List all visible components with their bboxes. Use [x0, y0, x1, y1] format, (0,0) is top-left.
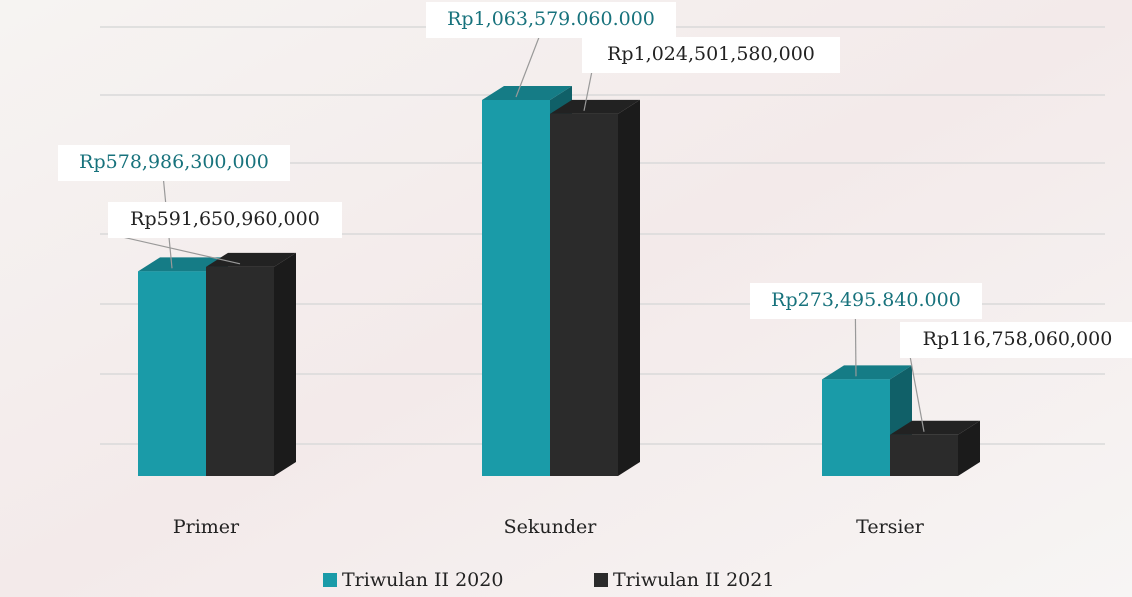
bar-side [618, 99, 640, 476]
data-label: Rp1,024,501,580,000 [607, 43, 815, 65]
data-label-box [58, 145, 290, 181]
legend-swatch [323, 573, 337, 587]
bar-front [482, 100, 550, 476]
data-label-box [582, 37, 840, 73]
bar-front [550, 113, 618, 476]
data-label: Rp273,495.840.000 [771, 289, 961, 311]
bar-top [890, 420, 980, 435]
data-label-box [750, 283, 982, 319]
bar-front [822, 379, 890, 476]
data-label: Rp1,063,579.060.000 [447, 8, 655, 30]
leader-line [854, 316, 857, 377]
bar [206, 252, 296, 476]
data-label: Rp591,650,960,000 [130, 208, 320, 230]
bar-top [206, 252, 296, 267]
bar-top [138, 257, 228, 272]
x-tick-label: Sekunder [504, 516, 598, 538]
leader-line [117, 235, 241, 265]
leader-line [583, 70, 593, 111]
bar-side [958, 420, 980, 476]
data-label-box [108, 202, 342, 238]
data-label: Rp116,758,060,000 [923, 328, 1113, 350]
data-label-box [900, 322, 1132, 358]
bar-top [822, 365, 912, 380]
leader-line [909, 355, 925, 432]
data-label: Rp578,986,300,000 [79, 151, 269, 173]
legend-swatch [594, 573, 608, 587]
bar [550, 99, 640, 476]
legend-label: Triwulan II 2020 [342, 569, 503, 591]
bar-top [482, 86, 572, 100]
bar [890, 420, 980, 476]
bar-side [274, 252, 296, 476]
bar-top [550, 99, 640, 114]
bar-front [206, 266, 274, 476]
legend-label: Triwulan II 2021 [613, 569, 774, 591]
x-tick-label: Primer [173, 516, 240, 538]
leader-line [515, 35, 541, 98]
bar-front [890, 434, 958, 476]
bar-front [138, 271, 206, 476]
x-tick-label: Tersier [856, 516, 925, 538]
data-label-box [426, 2, 676, 38]
